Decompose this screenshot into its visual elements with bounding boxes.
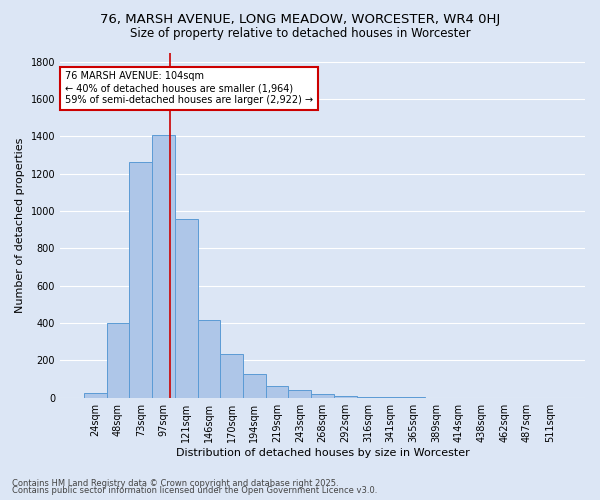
Bar	[243, 374, 266, 398]
Bar	[356, 397, 379, 398]
Bar	[107, 323, 130, 398]
Text: Contains HM Land Registry data © Crown copyright and database right 2025.: Contains HM Land Registry data © Crown c…	[12, 478, 338, 488]
Y-axis label: Number of detached properties: Number of detached properties	[15, 138, 25, 313]
Text: 76, MARSH AVENUE, LONG MEADOW, WORCESTER, WR4 0HJ: 76, MARSH AVENUE, LONG MEADOW, WORCESTER…	[100, 12, 500, 26]
Bar	[379, 397, 402, 398]
Bar	[334, 396, 356, 398]
Bar	[152, 134, 175, 398]
Text: Contains public sector information licensed under the Open Government Licence v3: Contains public sector information licen…	[12, 486, 377, 495]
Bar	[175, 218, 197, 398]
Bar	[220, 354, 243, 398]
Text: 76 MARSH AVENUE: 104sqm
← 40% of detached houses are smaller (1,964)
59% of semi: 76 MARSH AVENUE: 104sqm ← 40% of detache…	[65, 72, 313, 104]
X-axis label: Distribution of detached houses by size in Worcester: Distribution of detached houses by size …	[176, 448, 469, 458]
Bar	[266, 386, 289, 398]
Bar	[130, 162, 152, 398]
Bar	[197, 320, 220, 398]
Bar	[84, 393, 107, 398]
Bar	[289, 390, 311, 398]
Text: Size of property relative to detached houses in Worcester: Size of property relative to detached ho…	[130, 28, 470, 40]
Bar	[311, 394, 334, 398]
